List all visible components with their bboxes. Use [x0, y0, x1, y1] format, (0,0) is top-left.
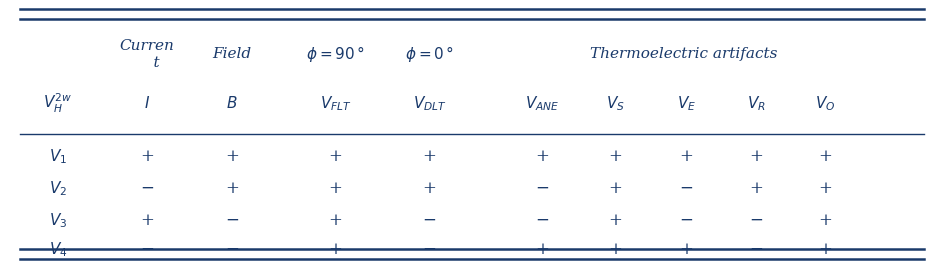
- Text: +: +: [608, 148, 622, 165]
- Text: −: −: [750, 241, 763, 258]
- Text: −: −: [680, 180, 694, 197]
- Text: $V_H^{2w}$: $V_H^{2w}$: [43, 92, 73, 115]
- Text: +: +: [225, 148, 239, 165]
- Text: $V_{ANE}$: $V_{ANE}$: [526, 94, 560, 113]
- Text: $V_O$: $V_O$: [815, 94, 835, 113]
- Text: +: +: [141, 148, 154, 165]
- Text: $V_1$: $V_1$: [49, 147, 67, 166]
- Text: +: +: [141, 212, 154, 229]
- Text: $B$: $B$: [227, 95, 238, 111]
- Text: +: +: [329, 241, 343, 258]
- Text: $V_E$: $V_E$: [677, 94, 696, 113]
- Text: −: −: [750, 212, 763, 229]
- Text: $V_R$: $V_R$: [747, 94, 766, 113]
- Text: +: +: [608, 212, 622, 229]
- Text: −: −: [423, 212, 436, 229]
- Text: +: +: [680, 241, 694, 258]
- Text: $\phi = 0\,°$: $\phi = 0\,°$: [405, 44, 454, 64]
- Text: +: +: [750, 180, 763, 197]
- Text: Thermoelectric artifacts: Thermoelectric artifacts: [590, 47, 778, 61]
- Text: +: +: [535, 241, 549, 258]
- Text: +: +: [680, 148, 694, 165]
- Text: −: −: [680, 212, 694, 229]
- Text: $I$: $I$: [144, 95, 150, 111]
- Text: −: −: [225, 212, 239, 229]
- Text: Field: Field: [212, 47, 251, 61]
- Text: −: −: [225, 241, 239, 258]
- Text: −: −: [141, 180, 154, 197]
- Text: $V_2$: $V_2$: [49, 179, 67, 198]
- Text: +: +: [329, 212, 343, 229]
- Text: $V_3$: $V_3$: [49, 211, 67, 230]
- Text: Curren
    t: Curren t: [120, 39, 175, 69]
- Text: +: +: [818, 241, 832, 258]
- Text: +: +: [535, 148, 549, 165]
- Text: $\phi = 90\,°$: $\phi = 90\,°$: [306, 44, 365, 64]
- Text: +: +: [818, 212, 832, 229]
- Text: $V_{FLT}$: $V_{FLT}$: [320, 94, 351, 113]
- Text: −: −: [535, 212, 549, 229]
- Text: +: +: [423, 180, 436, 197]
- Text: −: −: [141, 241, 154, 258]
- Text: +: +: [750, 148, 763, 165]
- Text: +: +: [818, 148, 832, 165]
- Text: −: −: [423, 241, 436, 258]
- Text: +: +: [423, 148, 436, 165]
- Text: +: +: [608, 180, 622, 197]
- Text: −: −: [535, 180, 549, 197]
- Text: $V_{DLT}$: $V_{DLT}$: [413, 94, 447, 113]
- Text: +: +: [225, 180, 239, 197]
- Text: $V_S$: $V_S$: [606, 94, 625, 113]
- Text: +: +: [329, 148, 343, 165]
- Text: +: +: [329, 180, 343, 197]
- Text: +: +: [818, 180, 832, 197]
- Text: $V_4$: $V_4$: [48, 240, 67, 259]
- Text: +: +: [608, 241, 622, 258]
